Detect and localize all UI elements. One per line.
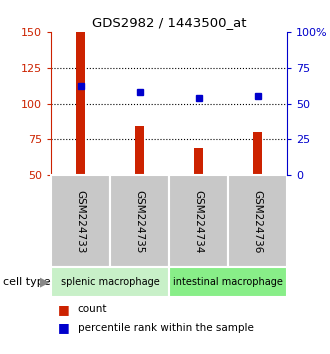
Text: ■: ■ xyxy=(58,321,70,335)
Text: splenic macrophage: splenic macrophage xyxy=(61,277,159,287)
Bar xyxy=(169,267,287,297)
Bar xyxy=(228,175,287,267)
Text: count: count xyxy=(78,304,107,314)
Text: ▶: ▶ xyxy=(40,276,50,289)
Text: intestinal macrophage: intestinal macrophage xyxy=(173,277,283,287)
Bar xyxy=(169,175,228,267)
Bar xyxy=(253,132,262,175)
Text: cell type: cell type xyxy=(3,277,51,287)
Bar xyxy=(51,267,169,297)
Bar xyxy=(51,175,110,267)
Title: GDS2982 / 1443500_at: GDS2982 / 1443500_at xyxy=(92,16,247,29)
Text: percentile rank within the sample: percentile rank within the sample xyxy=(78,323,253,333)
Bar xyxy=(135,126,144,175)
Text: ■: ■ xyxy=(58,303,70,316)
Bar xyxy=(110,175,169,267)
Text: GSM224734: GSM224734 xyxy=(194,189,204,253)
Bar xyxy=(194,148,203,175)
Text: GSM224736: GSM224736 xyxy=(252,189,263,253)
Text: GSM224733: GSM224733 xyxy=(76,189,86,253)
Text: GSM224735: GSM224735 xyxy=(135,189,145,253)
Bar xyxy=(76,32,85,175)
